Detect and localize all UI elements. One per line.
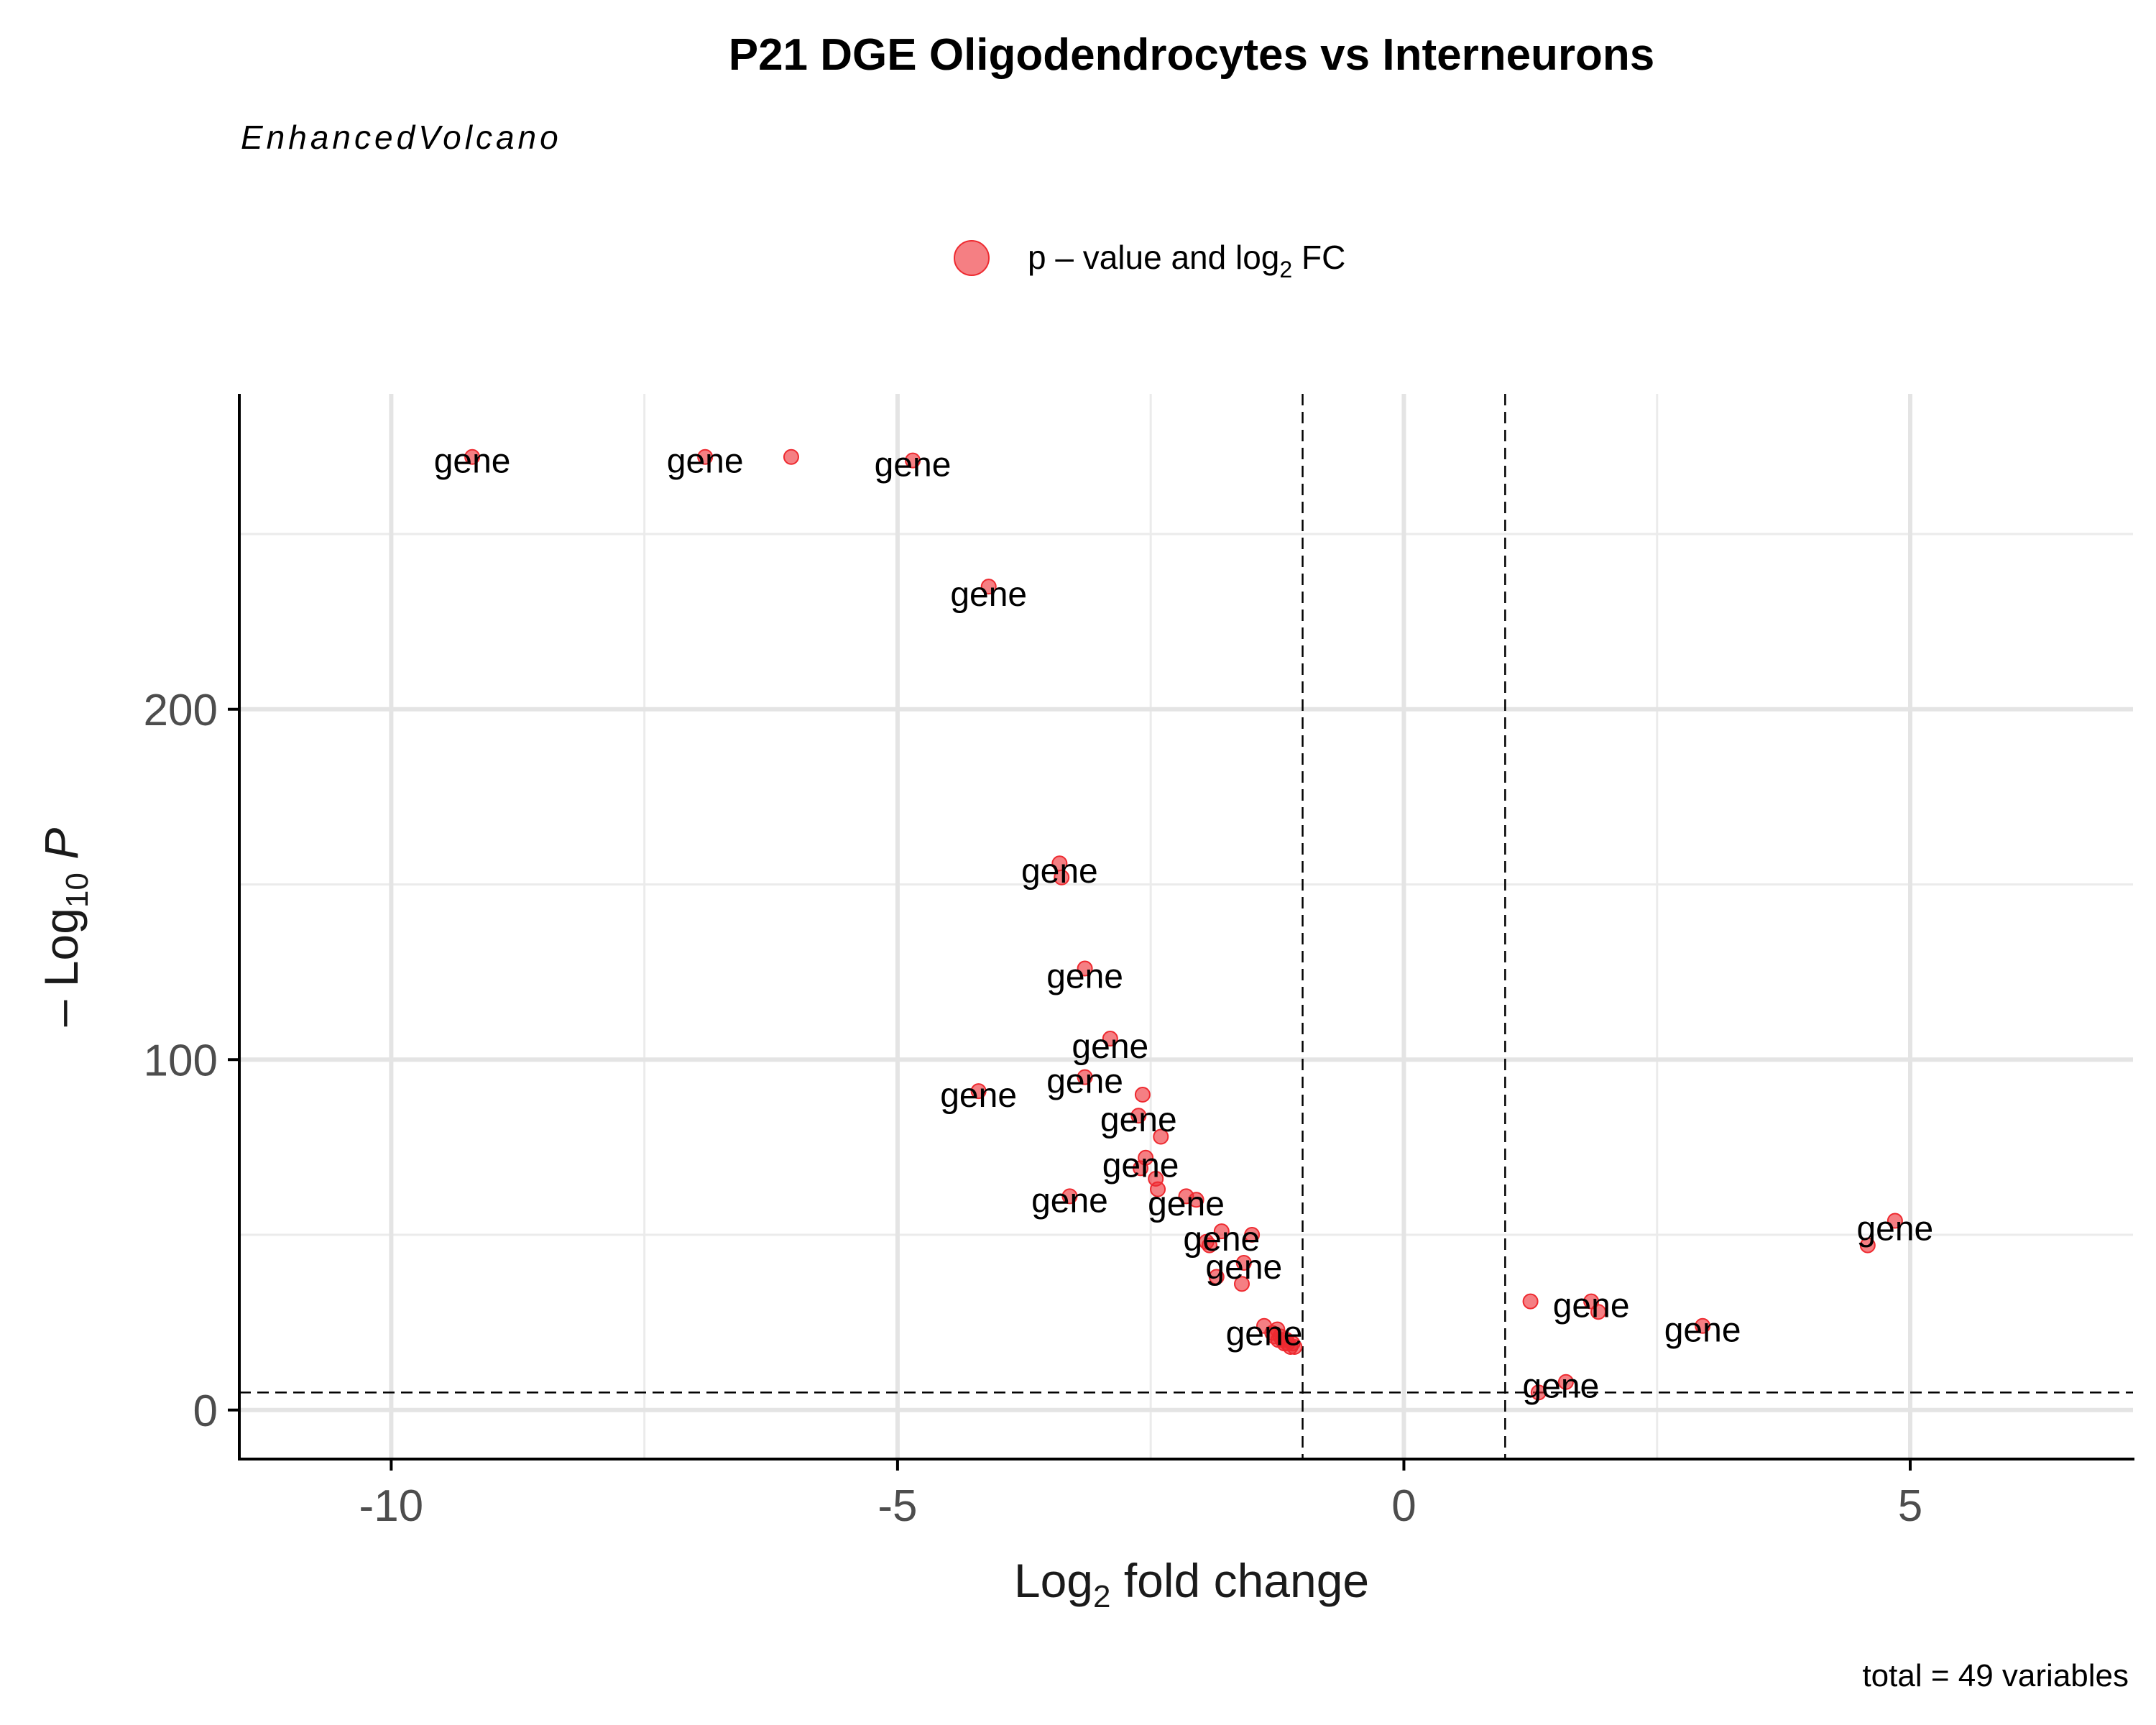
major-gridlines [239, 394, 2133, 1459]
data-point [1077, 1069, 1093, 1085]
point-label: gene [1102, 1147, 1179, 1185]
x-tick-label: -5 [877, 1481, 917, 1531]
data-point [1284, 1335, 1301, 1352]
data-points [464, 448, 1903, 1401]
legend: p – value and log2 FC [954, 239, 1345, 282]
data-point [1208, 1269, 1225, 1285]
data-point [1130, 1108, 1147, 1124]
point-label: gene [1100, 1101, 1177, 1139]
point-label: gene [940, 1077, 1017, 1115]
legend-marker [954, 240, 990, 276]
data-point [1188, 1192, 1204, 1208]
data-point [1102, 1031, 1118, 1046]
data-point [1133, 1160, 1149, 1177]
data-point [1244, 1227, 1261, 1243]
point-label: gene [1021, 852, 1098, 891]
point-label: gene [434, 443, 511, 481]
y-tick-label: 100 [144, 1036, 218, 1085]
minor-gridlines [239, 394, 2133, 1459]
data-point [1590, 1304, 1606, 1320]
data-point [1153, 1128, 1169, 1145]
data-point [697, 448, 714, 465]
data-point [464, 448, 481, 465]
point-label: gene [1148, 1185, 1225, 1223]
point-label: gene [875, 446, 952, 484]
point-label: gene [1856, 1210, 1933, 1248]
data-point [1054, 869, 1070, 886]
x-axis-title: Log2 fold change [1014, 1554, 1369, 1614]
y-axis-title: – Log10 P [34, 828, 95, 1026]
data-point [1150, 1181, 1166, 1197]
point-label: gene [1046, 1063, 1123, 1101]
x-tick-label: 5 [1898, 1481, 1922, 1531]
cutoff-lines [239, 394, 2133, 1459]
data-point [1695, 1317, 1711, 1334]
data-point [1886, 1213, 1903, 1229]
chart-title: P21 DGE Oligodendrocytes vs Interneurons [729, 30, 1655, 80]
y-tick-label: 0 [193, 1386, 218, 1436]
y-tick-label: 200 [144, 686, 218, 735]
data-point [905, 452, 921, 469]
point-label: gene [1205, 1248, 1282, 1287]
point-label: gene [1072, 1028, 1148, 1066]
point-label: gene [667, 443, 744, 481]
data-point [1134, 1087, 1151, 1103]
point-label: gene [950, 576, 1027, 614]
point-label: gene [1664, 1312, 1741, 1350]
point-label: gene [1031, 1182, 1108, 1220]
point-label: gene [1522, 1368, 1599, 1406]
x-tick-label: 0 [1391, 1481, 1416, 1531]
legend-label: p – value and log2 FC [1028, 239, 1345, 282]
point-label: gene [1183, 1220, 1260, 1259]
data-point [1530, 1384, 1547, 1401]
chart-subtitle: EnhancedVolcano [241, 119, 562, 156]
data-point [1234, 1276, 1250, 1292]
data-point [1557, 1374, 1574, 1390]
data-point [1213, 1223, 1230, 1240]
data-point [1201, 1237, 1217, 1254]
data-point [980, 579, 997, 595]
data-point [783, 448, 799, 465]
data-point [1522, 1293, 1539, 1310]
point-label: gene [1553, 1287, 1630, 1325]
point-label: gene [1226, 1315, 1303, 1353]
y-axis-ticks: 0 100 200 [144, 686, 239, 1436]
x-axis-ticks: -10 -5 0 5 [359, 1459, 1922, 1531]
data-point [1859, 1237, 1876, 1254]
data-point [1061, 1188, 1078, 1205]
x-tick-label: -10 [359, 1481, 424, 1531]
data-point [970, 1083, 987, 1100]
point-label: gene [1046, 957, 1123, 995]
data-point [1077, 960, 1093, 977]
data-point [1235, 1255, 1252, 1271]
caption: total = 49 variables [1862, 1658, 2129, 1693]
